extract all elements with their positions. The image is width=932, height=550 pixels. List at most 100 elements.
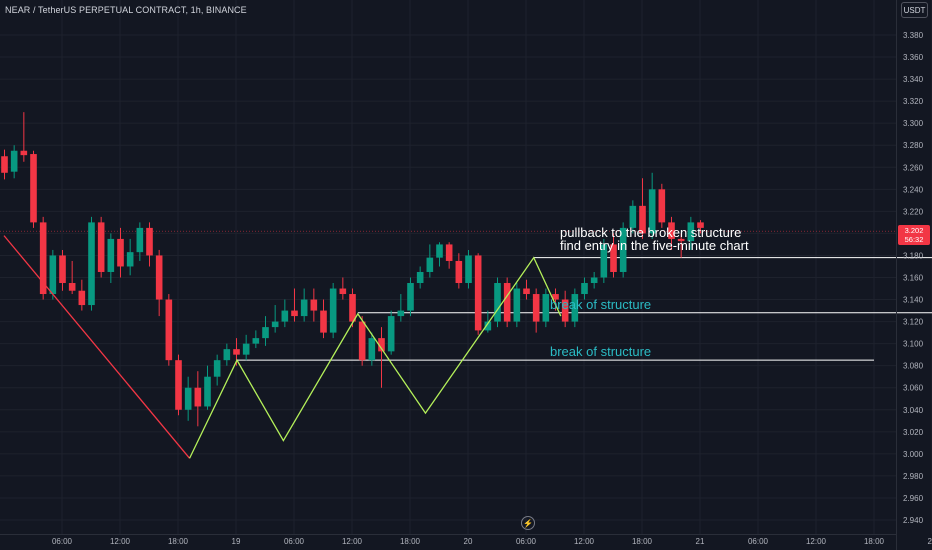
time-tick-label: 12:00 (110, 537, 131, 546)
time-tick-label: 19 (232, 537, 241, 546)
candle-body (136, 227, 144, 253)
candle-body (291, 310, 298, 317)
time-tick-label: 06:00 (284, 537, 305, 546)
price-tick-label: 3.140 (903, 296, 924, 305)
price-tick-label: 3.100 (903, 340, 924, 349)
price-tick-label: 3.280 (903, 141, 924, 150)
candle-body (581, 283, 588, 295)
candle-body (387, 316, 395, 352)
candle-body (697, 222, 704, 228)
downtrend-line (3, 235, 191, 459)
time-tick-label: 21 (696, 537, 705, 546)
candle-body (523, 288, 530, 295)
candle-body (658, 189, 666, 223)
drawn-trendlines (3, 235, 562, 459)
candle-body (397, 310, 405, 317)
candle-body (320, 310, 327, 333)
annotation-break-upper[interactable]: break of structure (550, 297, 652, 312)
candle-body (97, 222, 105, 272)
price-tick-label: 3.160 (903, 274, 924, 283)
candle-body (262, 327, 269, 339)
candle-body (465, 255, 472, 284)
lightning-icon[interactable]: ⚡ (521, 516, 535, 530)
candle-body (590, 277, 598, 284)
candle-body (329, 288, 337, 333)
candle-body (300, 299, 308, 317)
candle-body (668, 222, 675, 239)
price-tick-label: 3.260 (903, 163, 924, 172)
symbol-title: NEAR / TetherUS PERPETUAL CONTRACT, 1h, … (5, 5, 247, 15)
candle-body (175, 360, 182, 410)
annotation-break-lower[interactable]: break of structure (550, 344, 652, 359)
candle-body (561, 299, 569, 322)
price-tick-label: 3.060 (903, 384, 924, 393)
candle-body (30, 154, 37, 223)
price-tick-label: 3.120 (903, 318, 924, 327)
candle-body (126, 252, 134, 267)
time-tick-label: 06:00 (516, 537, 537, 546)
price-tick-label: 2.960 (903, 494, 924, 503)
last-price-tag: 3.202 56:32 (898, 225, 930, 245)
bar-countdown: 56:32 (904, 235, 924, 244)
price-tick-label: 3.240 (903, 185, 924, 194)
time-tick-label: 18:00 (864, 537, 885, 546)
currency-button[interactable]: USDT (901, 2, 928, 18)
candle-body (416, 271, 424, 284)
annotation-pullback[interactable]: pullback to the broken structure (560, 225, 742, 240)
candle-body (474, 255, 482, 331)
time-tick-label: 18:00 (632, 537, 653, 546)
price-tick-label: 3.180 (903, 251, 924, 260)
candle-body (358, 321, 366, 361)
price-tick-label: 3.000 (903, 450, 924, 459)
candle-body (233, 349, 240, 355)
candle-body (368, 338, 376, 361)
price-tick-label: 3.080 (903, 362, 924, 371)
price-axis-divider (896, 0, 897, 550)
time-tick-label: 18:00 (400, 537, 421, 546)
candle-body (146, 227, 153, 256)
candle-body (20, 150, 28, 156)
price-tick-label: 2.980 (903, 472, 924, 481)
annotation-entry[interactable]: find entry in the five-minute chart (560, 238, 749, 253)
candle-body (494, 283, 501, 322)
candle-body (155, 255, 163, 300)
price-tick-label: 3.040 (903, 406, 924, 415)
price-tick-label: 3.340 (903, 75, 924, 84)
candle-body (339, 288, 347, 295)
candle-body (349, 294, 356, 322)
candle-body (204, 376, 211, 407)
price-tick-label: 3.020 (903, 428, 924, 437)
candlestick-series (1, 112, 704, 427)
candle-body (532, 294, 540, 322)
candle-body (107, 238, 115, 272)
last-price-value: 3.202 (904, 226, 924, 235)
candle-body (213, 360, 221, 377)
candle-body (503, 283, 511, 322)
market-structure-zigzag (189, 256, 562, 459)
candle-body (165, 299, 173, 361)
candle-body (600, 244, 608, 278)
time-tick-label: 06:00 (52, 537, 73, 546)
candle-body (610, 244, 617, 272)
price-tick-label: 3.360 (903, 53, 924, 62)
candle-body (49, 255, 57, 295)
candle-body (1, 156, 8, 173)
candle-body (687, 222, 695, 242)
candle-body (619, 227, 627, 272)
candle-body (281, 310, 289, 322)
time-axis-labels: 06:00 12:00 18:00 19 06:00 12:00 18:00 20 06:00 1… (52, 537, 932, 546)
price-tick-label: 3.320 (903, 97, 924, 106)
price-tick-label: 3.380 (903, 31, 924, 40)
candle-body (88, 222, 95, 306)
candle-body (513, 288, 521, 322)
time-tick-label: 06:00 (748, 537, 769, 546)
time-tick-label: 20 (464, 537, 473, 546)
candle-body (542, 294, 550, 322)
candle-body (10, 150, 18, 172)
candle-body (252, 338, 260, 344)
time-axis-divider (0, 534, 896, 535)
price-tick-label: 3.220 (903, 207, 924, 216)
candle-body (436, 244, 443, 258)
candle-body (552, 294, 559, 300)
